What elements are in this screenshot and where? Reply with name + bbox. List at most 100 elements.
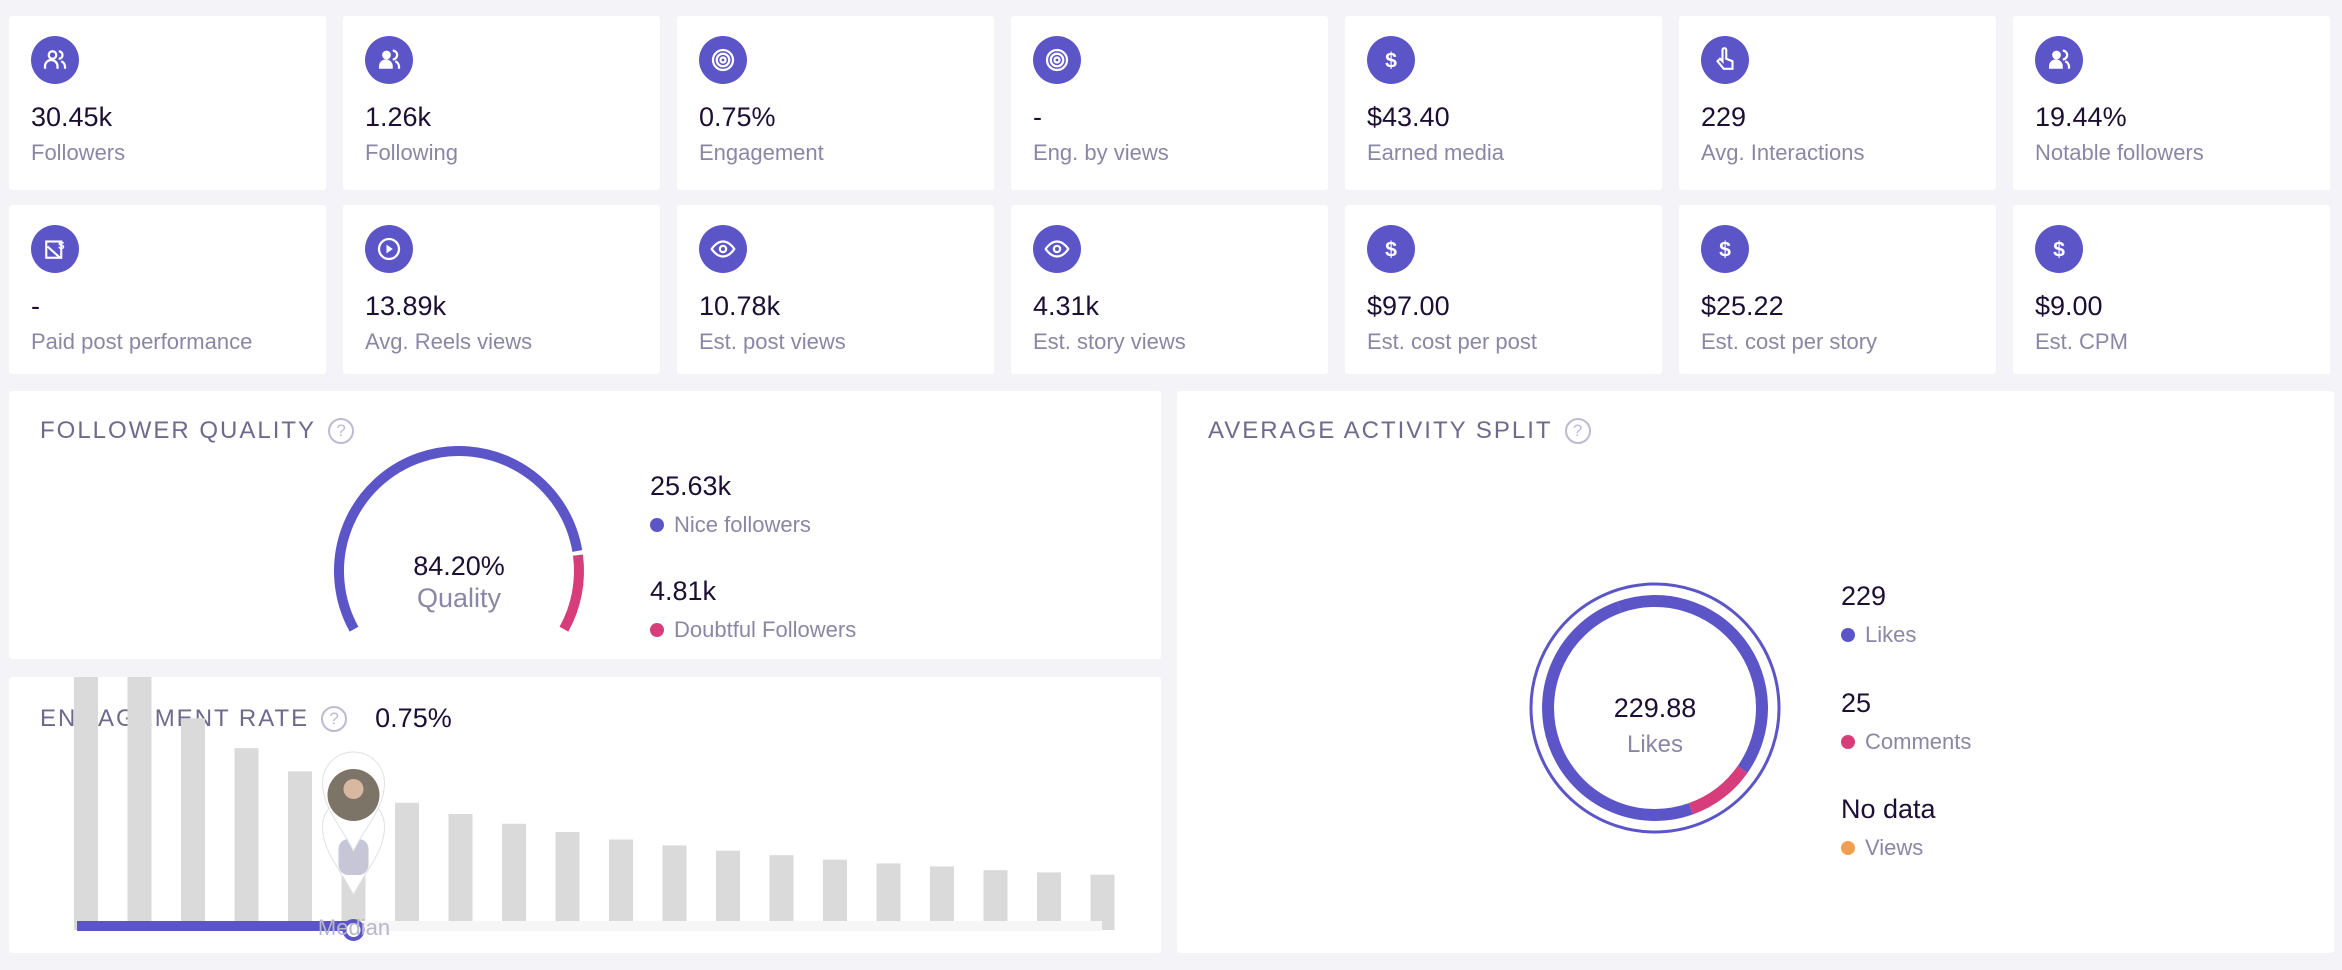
stat-value: $43.40 [1367, 102, 1450, 132]
stat-label: Engagement [699, 140, 824, 165]
stat-value: 4.31k [1033, 291, 1100, 321]
legend-label: Comments [1865, 729, 1972, 754]
stat-value: 30.45k [31, 102, 113, 132]
svg-text:$: $ [1719, 238, 1731, 262]
play-icon [365, 225, 413, 273]
distribution-bar [716, 850, 740, 930]
engagement-rate-value: 0.75% [375, 703, 452, 733]
stat-label: Earned media [1367, 140, 1504, 165]
legend-dot [1841, 735, 1855, 749]
legend-dot [650, 518, 664, 532]
stat-value: $25.22 [1701, 291, 1784, 321]
stat-label: Est. cost per story [1701, 329, 1878, 354]
profile-avatar-face [343, 779, 364, 799]
donut-value: 229.88 [1613, 693, 1697, 723]
target-icon [1033, 36, 1081, 84]
distribution-bar [876, 863, 901, 930]
stat-value: - [1033, 102, 1042, 132]
dollar-icon: $ [1701, 225, 1749, 273]
help-icon[interactable]: ? [1564, 418, 1591, 444]
stat-value: $97.00 [1367, 291, 1450, 321]
slider-handle[interactable] [342, 919, 365, 941]
help-icon[interactable]: ? [328, 418, 355, 444]
stat-card: $ $43.40 Earned media [1345, 16, 1662, 190]
quality-gauge [334, 446, 584, 632]
stat-card: $ $9.00 Est. CPM [2013, 205, 2330, 374]
stat-label: Avg. Interactions [1701, 140, 1865, 165]
legend-label: Views [1865, 835, 1924, 860]
distribution-bar [181, 718, 205, 930]
stat-value: 10.78k [699, 291, 781, 321]
distribution-bar [448, 814, 473, 930]
svg-text:$: $ [2053, 238, 2065, 262]
target-icon [699, 36, 747, 84]
engagement-rate-panel: ENGAGEMENT RATE? 0.75% Median [9, 677, 1161, 953]
paid-post-icon: $ [31, 225, 79, 273]
median-label: Median [317, 915, 391, 940]
distribution-bar [555, 831, 580, 930]
engagement-distribution-chart [74, 677, 1115, 941]
legend-likes: 229 Likes [1841, 581, 1916, 648]
stat-card: 0.75% Engagement [677, 16, 994, 190]
users-icon [31, 36, 79, 84]
pointer-hand-icon [1701, 36, 1749, 84]
distribution-bar [930, 866, 954, 930]
legend-comments: 25 Comments [1841, 688, 1971, 755]
legend-nice: 25.63k Nice followers [650, 471, 811, 538]
activity-split-panel: AVERAGE ACTIVITY SPLIT? 229.88 Likes 229… [1177, 391, 2334, 953]
stat-label: Est. post views [699, 329, 846, 354]
quality-label: Quality [416, 583, 502, 613]
stat-card: - Eng. by views [1011, 16, 1328, 190]
stat-value: - [31, 291, 40, 321]
svg-text:$: $ [58, 240, 65, 252]
quality-percent: 84.20% [413, 551, 505, 581]
stat-card: $ $25.22 Est. cost per story [1679, 205, 1996, 374]
stat-label: Following [365, 140, 458, 165]
svg-text:$: $ [1385, 238, 1397, 262]
legend-value: 25 [1841, 688, 1872, 718]
stat-card: $ - Paid post performance [9, 205, 326, 374]
dollar-icon: $ [1367, 225, 1415, 273]
stat-label: Notable followers [2035, 140, 2204, 165]
legend-dot [650, 623, 664, 637]
user-following-icon [2035, 36, 2083, 84]
follower-quality-panel: FOLLOWER QUALITY? 84.20% Quality 25.63k N… [9, 391, 1161, 659]
distribution-bar [74, 677, 98, 930]
svg-text:$: $ [1385, 49, 1397, 73]
follower-quality-title: FOLLOWER QUALITY [40, 417, 317, 444]
user-following-icon [365, 36, 413, 84]
stat-label: Eng. by views [1033, 140, 1169, 165]
stat-value: 13.89k [365, 291, 447, 321]
legend-dot [1841, 628, 1855, 642]
slider-track [77, 921, 1102, 931]
distribution-bar [502, 823, 526, 930]
distribution-bar [609, 839, 633, 930]
stat-card: 229 Avg. Interactions [1679, 16, 1996, 190]
stat-card: $ $97.00 Est. cost per post [1345, 205, 1662, 374]
donut-segment-likes [1617, 595, 1768, 773]
gauge-arc-doubtful [559, 554, 584, 632]
legend-value: 229 [1841, 581, 1887, 611]
distribution-bar [1037, 872, 1061, 930]
activity-donut [1529, 582, 1781, 834]
eye-icon [1033, 225, 1081, 273]
stat-label: Est. cost per post [1367, 329, 1537, 354]
dollar-icon: $ [1367, 36, 1415, 84]
stat-value: 19.44% [2035, 102, 2127, 132]
stat-label: Avg. Reels views [365, 329, 533, 354]
stat-card: 4.31k Est. story views [1011, 205, 1328, 374]
donut-outer-ring [1529, 582, 1781, 834]
legend-value: 4.81k [650, 576, 717, 606]
activity-split-title: AVERAGE ACTIVITY SPLIT [1208, 417, 1553, 444]
stat-value: $9.00 [2035, 291, 2103, 321]
distribution-bar [1090, 874, 1115, 930]
stat-value: 0.75% [699, 102, 776, 132]
help-icon[interactable]: ? [321, 705, 348, 732]
legend-dot [1841, 841, 1855, 855]
stat-card: 10.78k Est. post views [677, 205, 994, 374]
stat-value: 1.26k [365, 102, 432, 132]
legend-doubtful: 4.81k Doubtful Followers [650, 576, 856, 643]
legend-views: No data Views [1841, 794, 1936, 861]
legend-label: Likes [1865, 622, 1917, 647]
donut-label: Likes [1626, 731, 1684, 758]
